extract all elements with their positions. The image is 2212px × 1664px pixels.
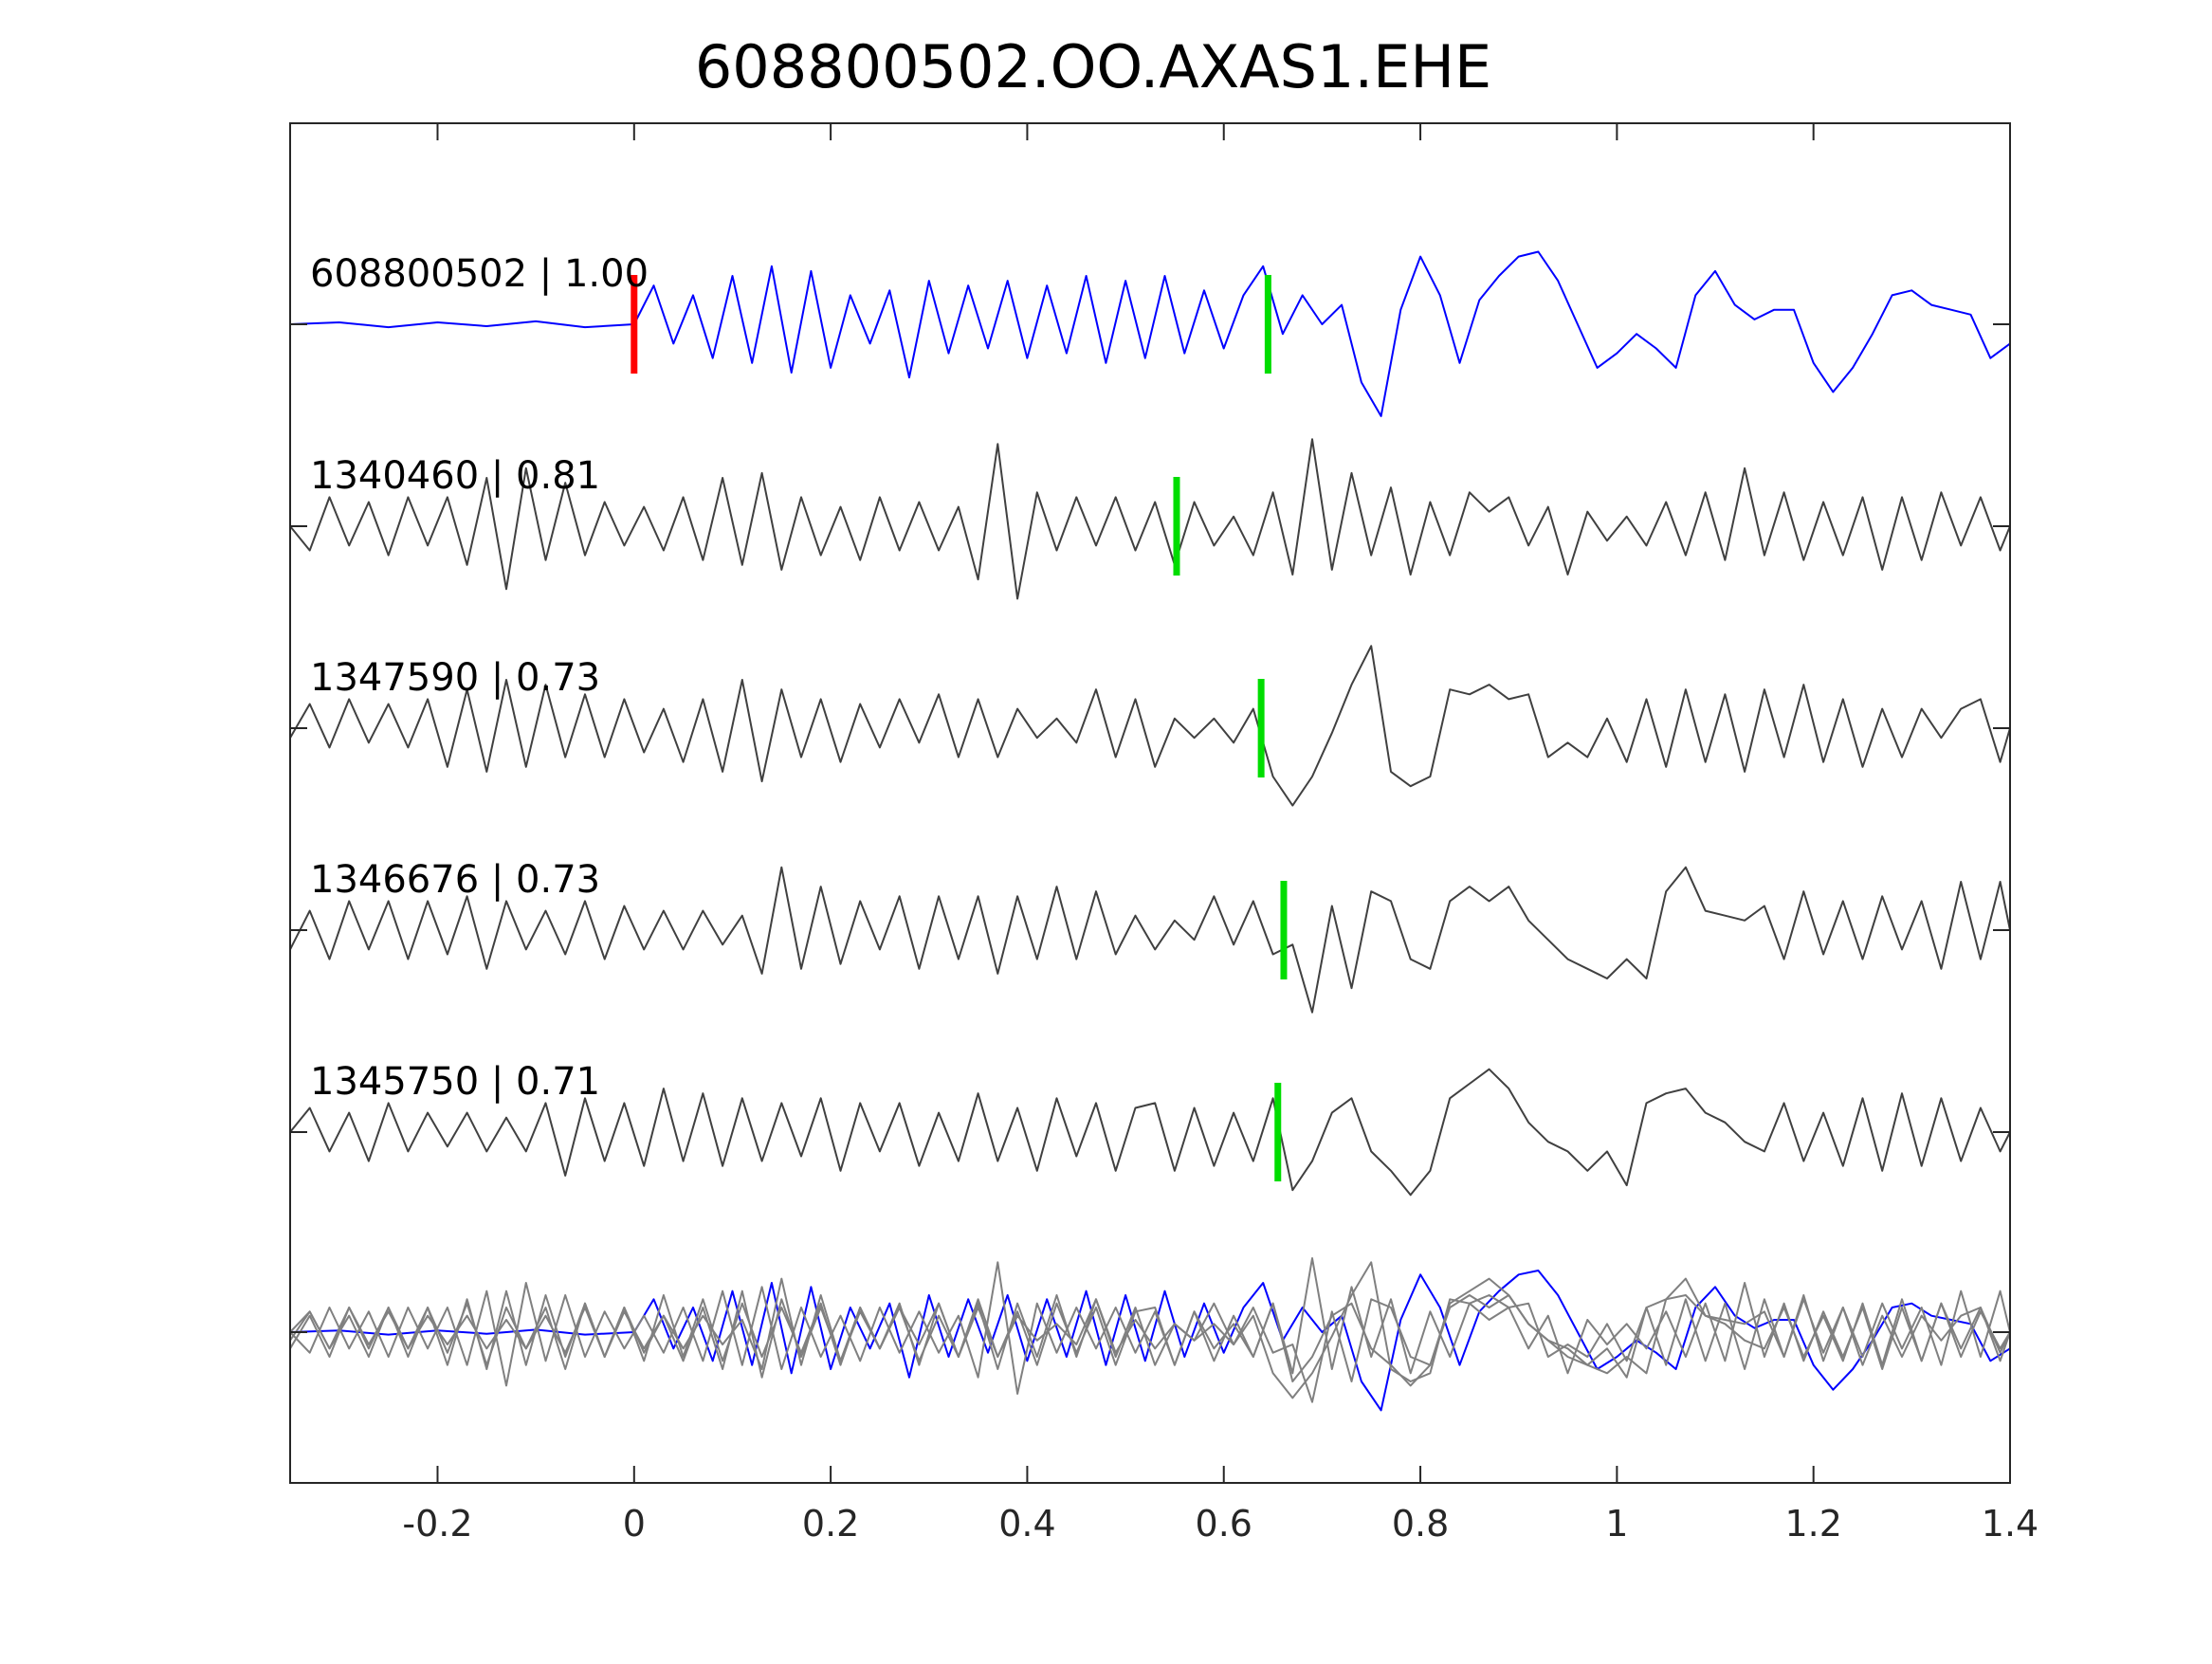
x-tick-label: 0.2 [802, 1503, 859, 1545]
stack-line-1345750 [289, 1277, 2011, 1387]
trace-label-1340460: 1340460 | 0.81 [310, 454, 600, 498]
x-tick-label: 0.4 [998, 1503, 1055, 1545]
stack-line-1340460 [289, 1257, 2011, 1395]
x-tick-label: 0 [623, 1503, 646, 1545]
x-tick-label: 1 [1605, 1503, 1628, 1545]
x-tick-label: 1.4 [1982, 1503, 2038, 1545]
chart-title: 608800502.OO.AXAS1.EHE [695, 32, 1491, 101]
trace-label-1346676: 1346676 | 0.73 [310, 858, 600, 902]
stack-line-608800502 [289, 1270, 2011, 1412]
trace-line-1347590 [289, 645, 2011, 807]
trace-label-1347590: 1347590 | 0.73 [310, 656, 600, 700]
x-tick-label: -0.2 [402, 1503, 472, 1545]
trace-line-608800502 [289, 250, 2011, 417]
stacked-overlay-layer [289, 1257, 2011, 1412]
trace-labels-layer: 608800502 | 1.00 1340460 | 0.81 1347590 | … [310, 252, 649, 1104]
y-axis-ticks [290, 323, 2010, 1333]
traces-layer [289, 250, 2011, 1197]
x-axis: -0.2 0 0.2 0.4 0.6 0.8 1 1.2 1.4 [402, 123, 2038, 1545]
trace-line-1346676 [289, 866, 2011, 1014]
x-tick-label: 0.6 [1196, 1503, 1252, 1545]
trace-label-1345750: 1345750 | 0.71 [310, 1060, 600, 1104]
plot-axes-frame [289, 122, 2011, 1484]
trace-label-608800502: 608800502 | 1.00 [310, 252, 649, 296]
trace-line-1345750 [289, 1068, 2011, 1197]
x-tick-label: 0.8 [1392, 1503, 1449, 1545]
trace-line-1340460 [289, 438, 2011, 600]
phase-picks-layer [631, 275, 1288, 1181]
x-tick-label: 1.2 [1784, 1503, 1841, 1545]
